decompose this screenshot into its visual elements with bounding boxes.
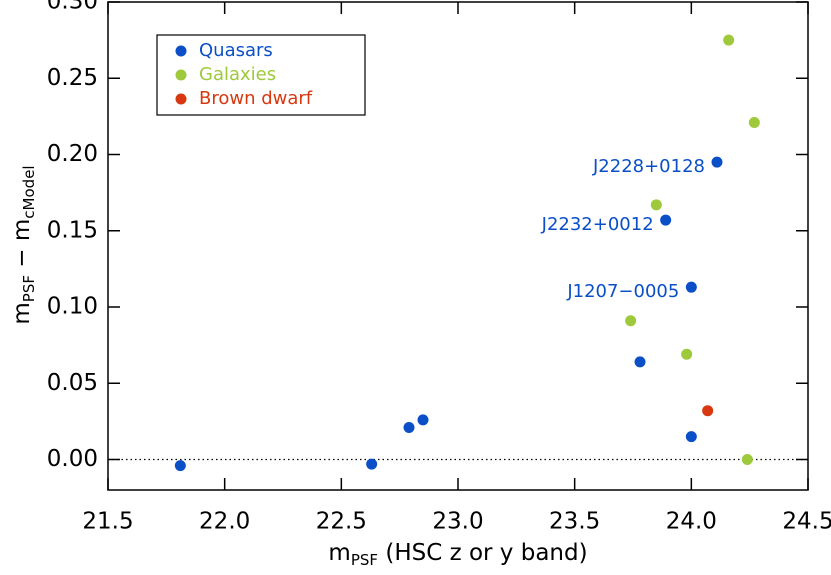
x-tick-label: 23.5 [549, 509, 600, 535]
x-tick-label: 23.0 [432, 509, 483, 535]
point [711, 156, 723, 168]
point [403, 421, 415, 433]
y-tick-label: 0.25 [47, 65, 98, 91]
point [625, 315, 637, 327]
legend-label: Brown dwarf [199, 88, 313, 109]
point [702, 405, 714, 417]
point [685, 281, 697, 293]
point-label: J2232+0012 [541, 214, 654, 235]
x-axis-label: mPSF (HSC z or y band) [328, 540, 587, 569]
y-tick-label: 0.05 [47, 370, 98, 396]
point [685, 431, 697, 443]
legend-box [156, 34, 366, 116]
legend-label: Galaxies [199, 64, 276, 85]
point [650, 199, 662, 211]
y-tick-label: 0.10 [47, 294, 98, 320]
point [681, 348, 693, 360]
point-label: J1207−0005 [566, 281, 679, 302]
y-tick-label: 0.15 [47, 217, 98, 243]
point [174, 460, 186, 472]
x-tick-label: 22.5 [316, 509, 367, 535]
y-axis-label: mPSF − mcModel [9, 165, 38, 324]
x-tick-label: 24.0 [666, 509, 717, 535]
x-label-sub: PSF [351, 551, 378, 569]
point [366, 458, 378, 470]
point [417, 414, 429, 426]
point [723, 34, 735, 46]
y-label-sub: PSF [20, 275, 38, 302]
point [634, 356, 646, 368]
x-label-main: m [328, 540, 350, 566]
y-tick-label: 0.30 [47, 0, 98, 15]
legend-marker [175, 45, 187, 57]
legend-marker [175, 69, 187, 81]
y-tick-label: 0.20 [47, 141, 98, 167]
x-label-rest: (HSC z or y band) [378, 540, 588, 566]
legend-marker [175, 93, 187, 105]
point [660, 214, 672, 226]
point [748, 116, 760, 128]
point [741, 454, 753, 465]
x-tick-label: 21.5 [82, 509, 133, 535]
y-label-sub: cModel [20, 165, 38, 218]
point-label: J2228+0128 [592, 156, 705, 177]
x-tick-label: 22.0 [199, 509, 250, 535]
x-tick-label: 24.5 [782, 509, 831, 535]
y-tick-label: 0.00 [47, 446, 98, 472]
legend-label: Quasars [199, 40, 273, 61]
y-label-mid: − m [9, 219, 35, 275]
y-label-main: m [9, 302, 35, 324]
